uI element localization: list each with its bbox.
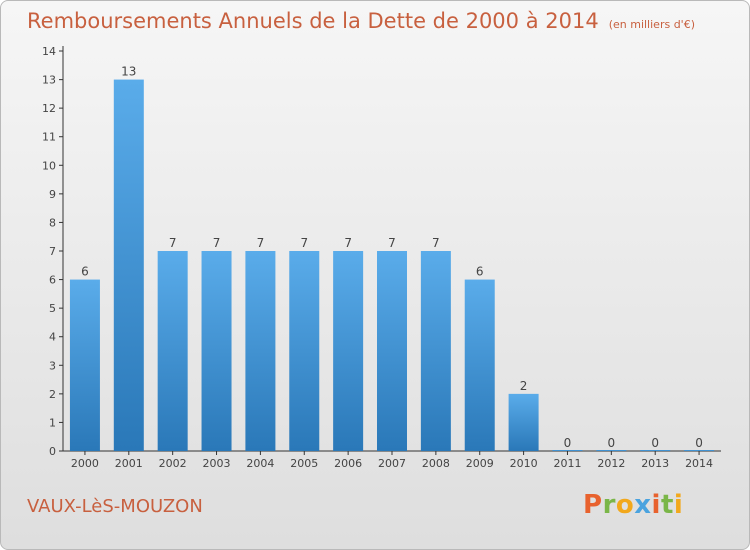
bar [157,251,188,451]
y-tick-label: 1 [49,416,56,429]
bar-value-label: 7 [213,236,221,250]
x-tick-label: 2014 [685,457,713,470]
bar-value-label: 7 [169,236,177,250]
bar [420,251,451,451]
y-tick-label: 3 [49,359,56,372]
logo-letter: i [651,490,661,520]
bar [69,279,100,451]
bar-value-label: 13 [121,65,136,79]
x-tick-label: 2006 [334,457,362,470]
x-tick-label: 2004 [246,457,274,470]
y-tick-label: 14 [42,45,56,58]
bar [377,251,407,451]
chart-title-text: Remboursements Annuels de la Dette de 20… [27,9,599,33]
bar-value-label: 7 [388,236,396,250]
x-tick-label: 2012 [597,457,625,470]
y-tick-label: 6 [49,274,56,287]
y-tick-label: 4 [49,331,56,344]
x-tick-label: 2009 [466,457,494,470]
y-tick-label: 11 [42,131,56,144]
x-tick-label: 2005 [290,457,318,470]
logo-letter: t [660,490,674,520]
bar-value-label: 7 [257,236,265,250]
bar [596,450,627,451]
y-tick-label: 13 [42,74,56,87]
bar-value-label: 0 [564,436,572,450]
chart-subtitle: (en milliers d'€) [608,18,695,31]
chart-labels: 0123456789101112131420006200113200272003… [42,45,713,470]
y-tick-label: 2 [49,388,56,401]
logo-letter: x [634,490,652,520]
chart-title: Remboursements Annuels de la Dette de 20… [27,9,695,33]
bar-value-label: 7 [300,236,308,250]
bar-value-label: 2 [520,379,528,393]
bar-value-label: 6 [476,265,484,279]
y-tick-label: 10 [42,159,56,172]
bar-value-label: 0 [608,436,616,450]
chart-bars [69,79,715,452]
y-tick-label: 12 [42,102,56,115]
y-tick-label: 7 [49,245,56,258]
bar [464,279,495,451]
bar [508,393,539,451]
y-tick-label: 0 [49,445,56,458]
x-tick-label: 2011 [553,457,581,470]
x-tick-label: 2007 [378,457,406,470]
bar-value-label: 7 [432,236,440,250]
bar [552,450,583,451]
bar-value-label: 7 [344,236,352,250]
x-tick-label: 2013 [641,457,669,470]
bar-value-label: 0 [651,436,659,450]
proxiti-logo: Proxiti [583,490,683,520]
x-tick-label: 2010 [510,457,538,470]
x-tick-label: 2008 [422,457,450,470]
logo-letter: i [673,490,684,520]
bar-value-label: 0 [695,436,703,450]
bar [245,251,276,451]
bar [201,251,232,451]
y-tick-label: 5 [49,302,56,315]
commune-name: VAUX-LèS-MOUZON [27,496,203,517]
bar [113,79,144,452]
logo-letter: o [615,490,635,520]
x-tick-label: 2003 [203,457,231,470]
logo-letter: r [602,490,616,520]
bar-value-label: 6 [81,265,89,279]
x-tick-label: 2001 [115,457,143,470]
x-tick-label: 2000 [71,457,99,470]
y-tick-label: 9 [49,188,56,201]
bar [289,251,320,451]
bar [640,450,671,451]
x-tick-label: 2002 [159,457,187,470]
bar [684,450,715,451]
y-tick-label: 8 [49,216,56,229]
logo-letter: P [583,490,603,520]
bar [333,251,364,451]
